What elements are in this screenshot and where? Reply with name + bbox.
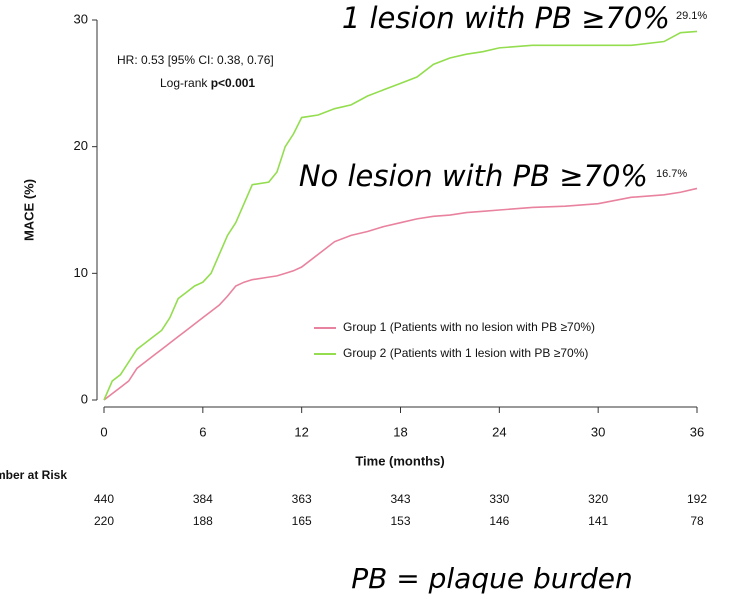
y-tick-label: 0 — [81, 391, 88, 406]
legend-label: Group 2 (Patients with 1 lesion with PB … — [343, 346, 588, 360]
risk-count: 330 — [489, 492, 509, 506]
risk-count: 440 — [94, 492, 114, 506]
risk-count: 220 — [94, 514, 114, 528]
annotation: 1 lesion with PB ≥70% — [342, 1, 670, 35]
annotation: Log-rank p<0.001 — [160, 76, 255, 90]
x-tick-label: 36 — [690, 424, 704, 439]
risk-count: 343 — [390, 492, 410, 506]
risk-count: 192 — [687, 492, 707, 506]
x-tick-label: 30 — [591, 424, 605, 439]
annotation: No lesion with PB ≥70% — [299, 159, 648, 193]
risk-count: 78 — [690, 514, 704, 528]
risk-label: Number at Risk — [0, 468, 67, 482]
risk-count: 165 — [292, 514, 312, 528]
x-tick-label: 6 — [199, 424, 206, 439]
risk-count: 363 — [292, 492, 312, 506]
y-axis-label: MACE (%) — [21, 179, 36, 241]
x-tick-label: 12 — [294, 424, 308, 439]
y-tick-label: 20 — [74, 138, 88, 153]
annotation: 16.7% — [656, 168, 687, 180]
risk-count: 320 — [588, 492, 608, 506]
risk-count: 153 — [390, 514, 410, 528]
annotation: PB = plaque burden — [351, 562, 633, 595]
legend-label: Group 1 (Patients with no lesion with PB… — [343, 320, 595, 334]
logrank-label: Log-rank — [160, 76, 208, 90]
series-line — [103, 30, 698, 401]
risk-count: 141 — [588, 514, 608, 528]
risk-count: 146 — [489, 514, 509, 528]
x-tick-label: 18 — [393, 424, 407, 439]
x-tick-label: 24 — [492, 424, 506, 439]
logrank-p: p<0.001 — [211, 76, 256, 90]
x-axis-label: Time (months) — [355, 453, 444, 468]
x-tick-label: 0 — [100, 424, 107, 439]
y-tick-label: 30 — [74, 11, 88, 26]
risk-count: 384 — [193, 492, 213, 506]
series-line — [103, 187, 698, 401]
risk-count: 188 — [193, 514, 213, 528]
annotation: 29.1% — [676, 10, 707, 22]
annotation: HR: 0.53 [95% CI: 0.38, 0.76] — [117, 53, 274, 67]
y-tick-label: 10 — [74, 265, 88, 280]
